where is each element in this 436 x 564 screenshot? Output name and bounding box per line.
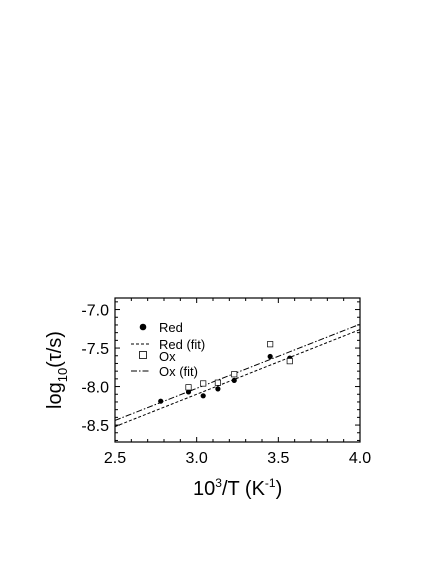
data-point-2-4 xyxy=(267,341,274,348)
x-tick-label: 3.0 xyxy=(186,450,208,467)
fit-line-1 xyxy=(115,329,360,428)
legend-ox-label: Ox xyxy=(159,349,176,364)
y-tick-label: -8.5 xyxy=(81,418,109,435)
data-point-0-2 xyxy=(200,393,206,399)
x-tick-label: 3.5 xyxy=(267,450,289,467)
y-tick-label: -7.5 xyxy=(81,341,109,358)
plot-frame xyxy=(114,297,361,443)
legend-red-fit-label: Red (fit) xyxy=(159,337,205,352)
legend-ox-fit-label: Ox (fit) xyxy=(159,364,198,379)
x-tick-label: 4.0 xyxy=(349,450,371,467)
data-point-2-0 xyxy=(185,384,192,391)
data-point-0-1 xyxy=(185,389,192,395)
fit-line-3 xyxy=(115,323,360,421)
data-point-2-3 xyxy=(231,371,238,378)
data-point-2-2 xyxy=(214,379,221,386)
legend-red-marker xyxy=(139,323,147,331)
data-point-0-3 xyxy=(215,386,221,392)
data-point-0-4 xyxy=(231,377,237,383)
data-point-0-0 xyxy=(158,398,164,404)
y-tick-label: -7.0 xyxy=(81,303,109,320)
legend: Red Red (fit) Ox Ox (fit) xyxy=(131,320,205,379)
legend-ox-marker xyxy=(139,351,147,359)
y-axis-title: log10(τ/s) xyxy=(44,331,70,409)
legend-red-label: Red xyxy=(159,320,183,335)
data-point-2-1 xyxy=(200,380,207,387)
x-axis-title: 103/T (K-1) xyxy=(193,476,282,500)
data-point-0-5 xyxy=(267,353,273,360)
x-tick-label: 2.5 xyxy=(104,450,126,467)
data-point-2-5 xyxy=(286,358,293,365)
y-tick-label: -8.0 xyxy=(81,380,109,397)
